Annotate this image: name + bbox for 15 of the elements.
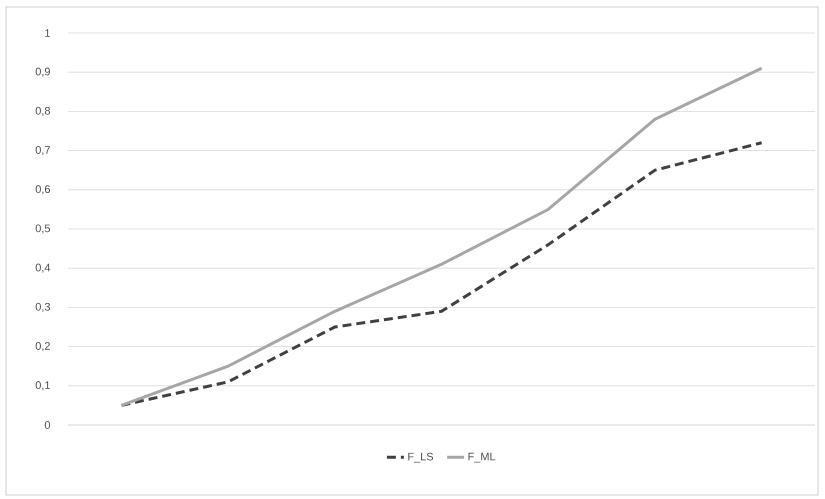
y-tick-label: 0,4 xyxy=(36,264,50,273)
y-tick-label: 0,2 xyxy=(36,342,50,352)
legend-label: F_LS xyxy=(408,452,434,463)
y-tick-label: 0,5 xyxy=(36,224,50,234)
y-tick-label: 0,9 xyxy=(36,68,50,77)
y-tick-label: 0,6 xyxy=(36,185,50,194)
y-tick-label: 0,8 xyxy=(36,106,50,116)
y-tick-label: 0,3 xyxy=(36,302,50,312)
y-tick-label: 0 xyxy=(44,421,50,429)
y-tick-label: 0,7 xyxy=(36,146,50,156)
y-tick-label: 1 xyxy=(45,29,50,37)
y-tick-label: 0,1 xyxy=(36,381,50,390)
legend-label: F_ML xyxy=(468,452,496,462)
line-series xyxy=(120,141,764,407)
line-series xyxy=(120,66,764,407)
